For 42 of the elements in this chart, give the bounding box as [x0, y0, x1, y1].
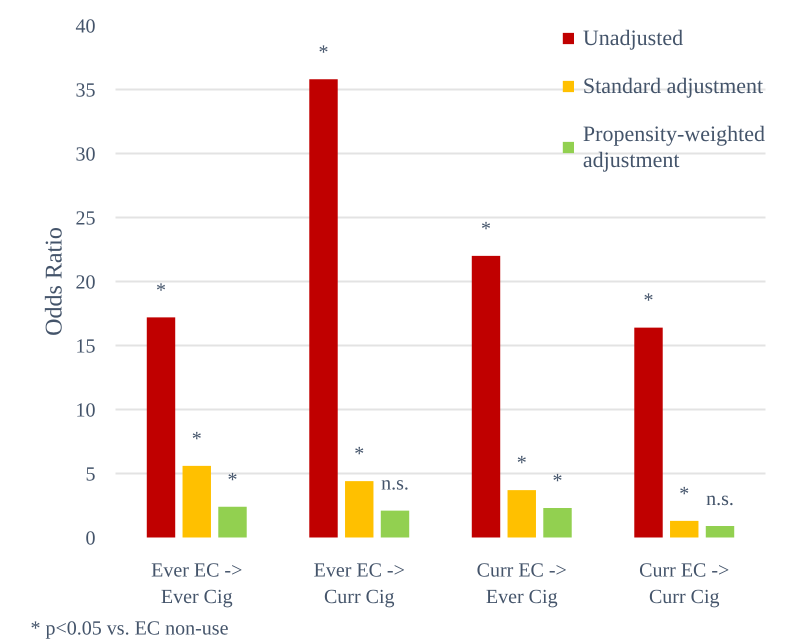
data-label: * [516, 452, 527, 474]
y-axis-title: Odds Ratio [42, 227, 68, 336]
y-tick-label: 10 [76, 400, 96, 422]
bar [380, 510, 410, 538]
data-label: * [354, 443, 364, 466]
bar [218, 506, 247, 538]
data-label: * [156, 279, 166, 302]
bar [345, 481, 374, 538]
y-tick-label: 15 [76, 336, 96, 358]
y-tick-label: 0 [86, 528, 96, 550]
data-label: n.s. [706, 488, 734, 510]
bar [670, 520, 698, 538]
data-label: * [552, 470, 562, 492]
bar [472, 256, 500, 538]
bar [182, 466, 211, 538]
data-label: * [481, 218, 491, 240]
data-label: * [318, 41, 328, 64]
bar [543, 508, 572, 538]
data-label: * [679, 482, 690, 505]
data-label: * [228, 468, 238, 491]
data-label: * [644, 290, 654, 312]
y-tick-label: 20 [76, 272, 96, 294]
x-tick-label: Ever EC -> Ever Cig [151, 560, 242, 608]
y-tick-label: 40 [76, 16, 96, 38]
y-tick-label: 35 [76, 80, 96, 102]
y-tick-label: 5 [86, 464, 96, 486]
x-tick-label: Ever EC -> Curr Cig [314, 560, 405, 608]
legend-label: Unadjusted [582, 25, 684, 51]
bar [309, 79, 338, 538]
data-label: n.s. [381, 472, 409, 495]
x-tick-label: Curr EC -> Curr Cig [639, 560, 730, 608]
bar [706, 526, 734, 538]
y-tick-label: 30 [76, 144, 96, 166]
x-tick-label: Curr EC -> Ever Cig [476, 560, 567, 608]
text: * p<0.05 vs. EC non-use [30, 618, 229, 640]
data-label: * [192, 428, 202, 450]
bar [508, 490, 536, 538]
legend-label: Standard adjustment [582, 73, 764, 99]
bar [634, 328, 663, 538]
legend-label: Propensity-weighted adjustment [582, 121, 765, 173]
y-tick-label: 25 [76, 208, 96, 230]
bar [146, 317, 176, 538]
